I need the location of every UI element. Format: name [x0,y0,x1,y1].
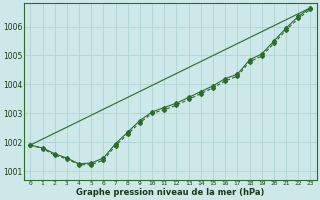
X-axis label: Graphe pression niveau de la mer (hPa): Graphe pression niveau de la mer (hPa) [76,188,265,197]
